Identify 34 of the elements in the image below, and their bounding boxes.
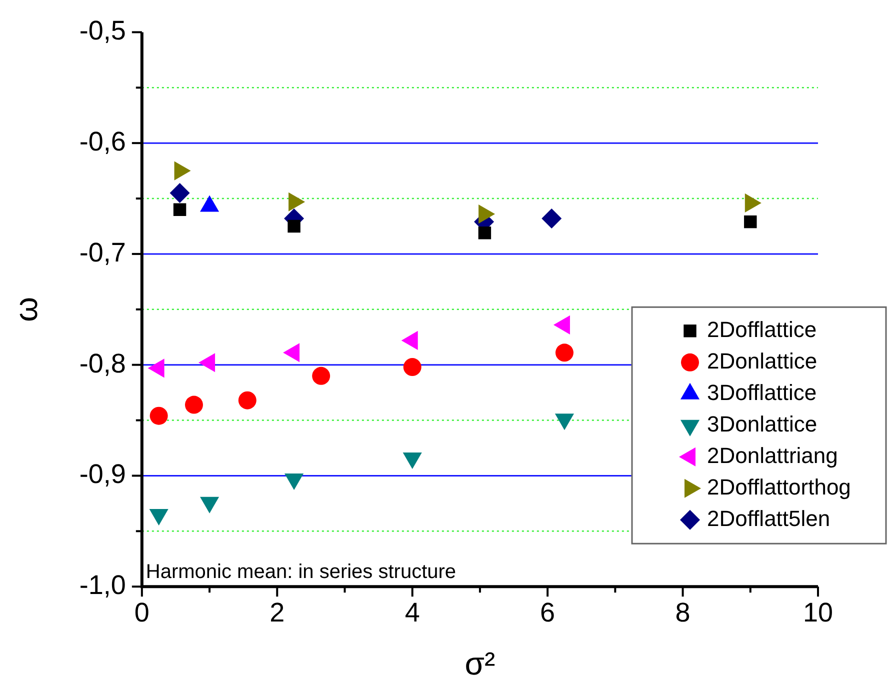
- x-tick-label: 10: [802, 598, 834, 628]
- y-tick-label: -0,7: [79, 237, 126, 268]
- legend-label: 3Donlattice: [707, 411, 818, 436]
- annotation: Harmonic mean: in series structure: [146, 561, 456, 584]
- y-tick-label: -1,0: [79, 570, 126, 600]
- point: [542, 208, 562, 228]
- x-tick-label: 8: [675, 598, 690, 628]
- point: [312, 366, 330, 385]
- point: [555, 344, 574, 362]
- x-tick-label: 6: [540, 598, 556, 628]
- y-tick-label: -0,5: [79, 16, 126, 46]
- legend-label: 2Dofflatt5len: [707, 506, 830, 531]
- x-tick-label: 2: [270, 598, 285, 628]
- y-tick-label: -0,6: [79, 126, 126, 157]
- point: [288, 220, 300, 233]
- y-tick-label: -0,8: [79, 348, 126, 378]
- x-tick-label: 0: [134, 598, 150, 628]
- point: [478, 226, 492, 240]
- point: [184, 396, 203, 414]
- point: [403, 358, 422, 376]
- legend-label: 2Donlattice: [707, 348, 818, 374]
- point: [150, 406, 168, 425]
- y-axis-title: ω: [8, 296, 44, 322]
- legend-label: 2Donlattriang: [707, 442, 838, 468]
- x-tick-label: 4: [404, 598, 420, 628]
- x-axis-title: σ²: [464, 646, 496, 682]
- legend-label: 3Dofflattice: [707, 380, 817, 405]
- legend-label: 2Dofflattice: [707, 316, 817, 342]
- point: [744, 215, 757, 228]
- point: [173, 203, 186, 216]
- legend-label: 2Dofflattorthog: [707, 474, 851, 500]
- y-tick-label: -0,9: [79, 459, 126, 490]
- point: [170, 182, 190, 203]
- point: [238, 391, 256, 410]
